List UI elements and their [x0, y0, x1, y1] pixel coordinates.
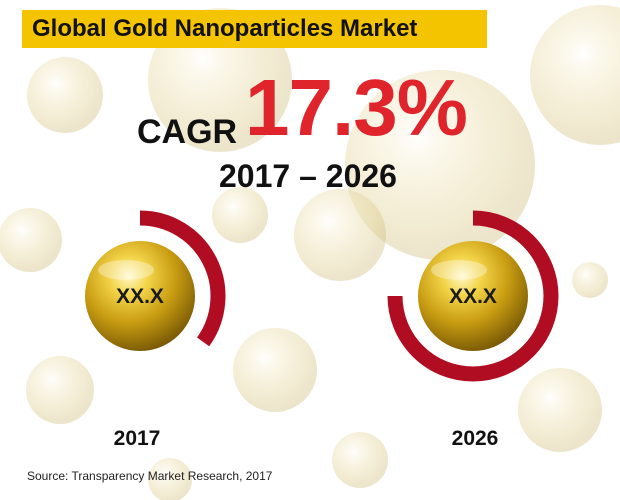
title-banner: Global Gold Nanoparticles Market	[22, 10, 487, 48]
cagr-label: CAGR	[137, 113, 238, 151]
market-gauge-2026: XX.X	[373, 208, 583, 398]
year-label-2026: 2026	[451, 427, 499, 450]
gold-sphere	[85, 241, 195, 351]
gold-sphere-ring	[85, 210, 226, 351]
market-value: XX.X	[116, 285, 164, 308]
forecast-period: 2017 – 2026	[219, 158, 397, 194]
source-note: Source: Transparency Market Research, 20…	[27, 469, 273, 483]
cagr-value: 17.3%	[245, 63, 468, 152]
year-label-2017: 2017	[113, 427, 161, 450]
gold-sphere-ring	[387, 210, 559, 382]
page-title: Global Gold Nanoparticles Market	[32, 15, 418, 42]
gold-sphere	[418, 241, 528, 351]
market-gauge-2017: XX.X	[40, 208, 250, 398]
growth-ring-arc	[139, 210, 226, 347]
growth-ring-arc	[387, 210, 559, 382]
market-value: XX.X	[449, 285, 497, 308]
